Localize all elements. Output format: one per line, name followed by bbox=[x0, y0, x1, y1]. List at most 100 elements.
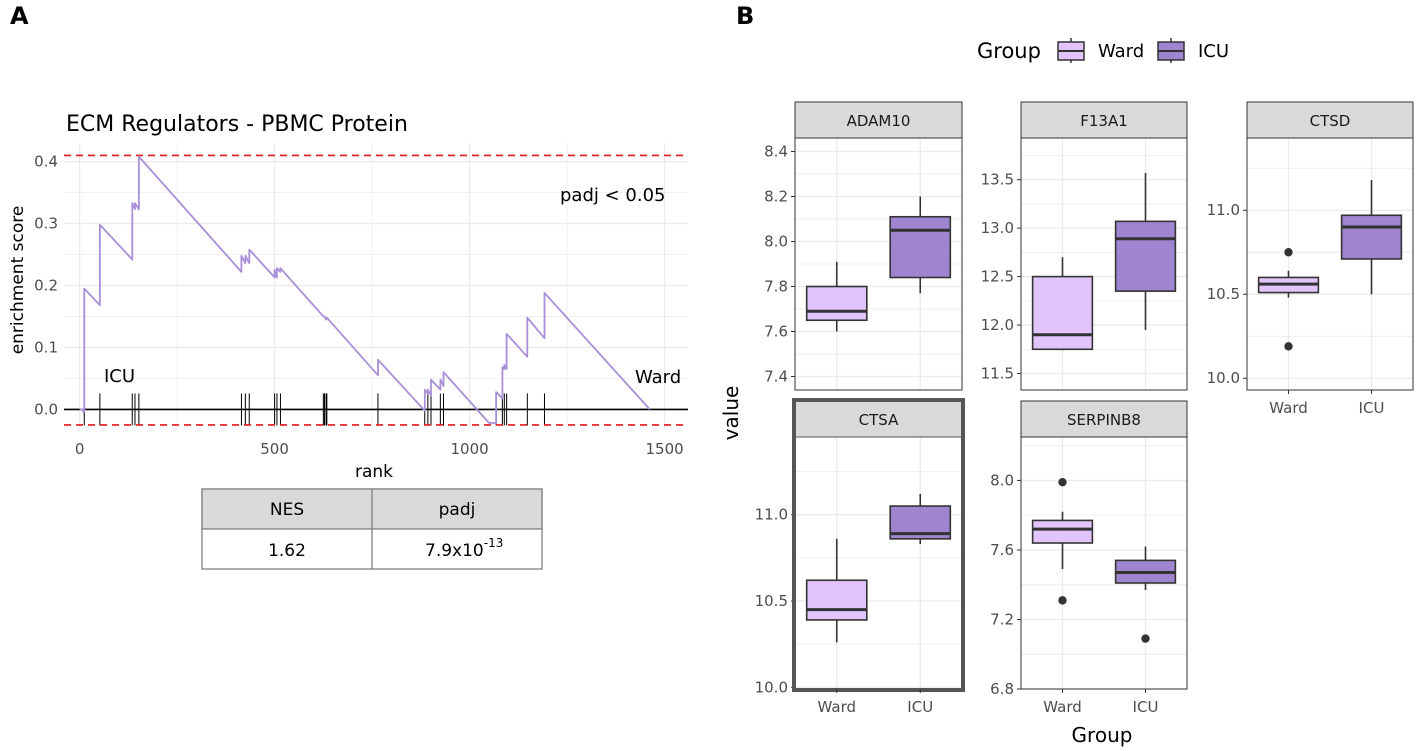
facet-strip bbox=[794, 400, 963, 438]
facet-y-tick-label: 10.5 bbox=[755, 592, 788, 610]
facet-border bbox=[1020, 436, 1188, 690]
facet-y-tick-label: 7.8 bbox=[764, 278, 788, 296]
boxplot-panel: Group Ward ICU ADAM10 7.4 7.6 7.8 8.0 8.2 8.4 F… bbox=[719, 38, 1414, 747]
facet-x-tick-label: ICU bbox=[907, 698, 933, 716]
box-icu bbox=[889, 196, 952, 294]
facet-y-tick-label: 10.5 bbox=[1207, 285, 1240, 303]
facet-y-tick-label: 8.0 bbox=[764, 233, 788, 251]
facet-background bbox=[795, 437, 962, 689]
facet-x-title: Group bbox=[1072, 723, 1133, 747]
gsea-x-tick-label: 1500 bbox=[646, 440, 684, 458]
box-icu bbox=[1340, 180, 1403, 295]
facet-strip-label: CTSD bbox=[1310, 112, 1351, 130]
facet-x-tick-label: Ward bbox=[1269, 399, 1308, 417]
iqr-box bbox=[805, 579, 868, 621]
stats-table: NES padj 1.62 7.9x10-13 bbox=[201, 488, 543, 570]
outlier-point bbox=[1141, 634, 1150, 643]
panel-b-label: B bbox=[736, 2, 754, 30]
facet-y-tick-label: 7.4 bbox=[764, 368, 788, 386]
iqr-box bbox=[1031, 519, 1094, 544]
facet-y-tick-label: 6.8 bbox=[990, 680, 1014, 698]
gsea-title: ECM Regulators - PBMC Protein bbox=[66, 112, 408, 137]
facet-y-tick-label: 8.4 bbox=[764, 143, 788, 161]
facet-ctsa: CTSA 10.0 10.5 11.0 Ward ICU bbox=[755, 398, 965, 716]
highlight-frame bbox=[792, 398, 965, 692]
legend-label-icu: ICU bbox=[1198, 41, 1229, 62]
facet-x-tick-label: ICU bbox=[1133, 698, 1159, 716]
outlier-point bbox=[1284, 342, 1293, 351]
panel-a-label: A bbox=[10, 2, 29, 30]
gsea-x-tick-label: 500 bbox=[260, 440, 289, 458]
facet-y-tick-label: 10.0 bbox=[755, 678, 788, 696]
facet-x-tick-label: Ward bbox=[1043, 698, 1082, 716]
box-ward bbox=[1031, 257, 1094, 351]
legend-label-ward: Ward bbox=[1098, 41, 1144, 62]
padj-base: 7.9x10 bbox=[425, 541, 484, 561]
table-header-nes: NES bbox=[270, 500, 304, 520]
padj-annotation: padj < 0.05 bbox=[560, 185, 666, 206]
facet-y-tick-label: 11.0 bbox=[755, 506, 788, 524]
facet-y-title: value bbox=[719, 386, 743, 441]
x-axis-title: rank bbox=[355, 462, 393, 482]
table-padj-value: 7.9x10-13 bbox=[425, 536, 503, 561]
facet-strip-label: CTSA bbox=[859, 411, 899, 429]
box-icu bbox=[889, 493, 952, 545]
facet-y-tick-label: 10.0 bbox=[1207, 369, 1240, 387]
icu-end-label: ICU bbox=[104, 366, 135, 387]
facet-y-tick-label: 13.5 bbox=[981, 171, 1014, 189]
facet-y-tick-label: 13.0 bbox=[981, 219, 1014, 237]
ward-end-label: Ward bbox=[635, 367, 681, 388]
table-header-padj: padj bbox=[439, 500, 476, 520]
iqr-box bbox=[1031, 275, 1094, 351]
facet-strip bbox=[1020, 101, 1188, 139]
facet-border bbox=[794, 137, 963, 391]
facet-strip-label: ADAM10 bbox=[847, 112, 911, 130]
gsea-panel: ECM Regulators - PBMC Protein 0.0 0.1 0.2 0… bbox=[8, 112, 688, 570]
iqr-box bbox=[805, 285, 868, 322]
box-icu bbox=[1114, 172, 1177, 330]
facet-border bbox=[1246, 137, 1414, 391]
box-ward bbox=[805, 261, 868, 332]
iqr-box bbox=[889, 215, 952, 279]
gsea-y-tick-label: 0.4 bbox=[34, 153, 58, 171]
iqr-box bbox=[1114, 220, 1177, 292]
box-ward bbox=[1257, 248, 1320, 351]
table-nes-value: 1.62 bbox=[268, 541, 306, 561]
facet-f13a1: F13A1 11.5 12.0 12.5 13.0 13.5 bbox=[981, 101, 1188, 391]
facet-plots: ADAM10 7.4 7.6 7.8 8.0 8.2 8.4 F13A1 11.5 12.0 12.… bbox=[755, 101, 1414, 716]
gsea-plot: 0.0 0.1 0.2 0.3 0.4 0 500 1000 1500 bbox=[34, 143, 688, 458]
legend: Group Ward ICU bbox=[977, 38, 1229, 63]
facet-strip bbox=[794, 101, 963, 139]
legend-title: Group bbox=[977, 39, 1041, 63]
facet-strip-label: F13A1 bbox=[1080, 112, 1128, 130]
facet-strip bbox=[1246, 101, 1414, 139]
facet-y-tick-label: 8.2 bbox=[764, 188, 788, 206]
box-icu bbox=[1114, 546, 1177, 643]
facet-border bbox=[1020, 137, 1188, 391]
facet-y-tick-label: 12.0 bbox=[981, 316, 1014, 334]
facet-y-tick-label: 7.2 bbox=[990, 610, 1014, 628]
box-ward bbox=[1031, 477, 1094, 605]
facet-strip-label: SERPINB8 bbox=[1067, 411, 1141, 429]
gsea-y-tick-label: 0.0 bbox=[34, 400, 58, 418]
legend-key-ward bbox=[1057, 38, 1085, 63]
facet-y-tick-label: 12.5 bbox=[981, 268, 1014, 286]
facet-adam10: ADAM10 7.4 7.6 7.8 8.0 8.2 8.4 bbox=[764, 101, 963, 391]
y-axis-title: enrichment score bbox=[8, 206, 28, 355]
gsea-x-tick-label: 1000 bbox=[451, 440, 489, 458]
facet-y-tick-label: 11.5 bbox=[981, 365, 1014, 383]
facet-y-tick-label: 7.6 bbox=[990, 541, 1014, 559]
facet-y-tick-label: 11.0 bbox=[1207, 201, 1240, 219]
outlier-point bbox=[1058, 477, 1067, 487]
legend-key-icu bbox=[1157, 38, 1185, 63]
facet-x-tick-label: Ward bbox=[818, 698, 857, 716]
facet-background bbox=[1247, 138, 1413, 390]
gsea-y-tick-label: 0.3 bbox=[34, 215, 58, 233]
facet-strip bbox=[1020, 400, 1188, 438]
facet-ctsd: CTSD 10.0 10.5 11.0 Ward ICU bbox=[1207, 101, 1414, 417]
gsea-y-tick-label: 0.1 bbox=[34, 338, 58, 356]
facet-y-tick-label: 7.6 bbox=[764, 323, 788, 341]
gsea-y-tick-label: 0.2 bbox=[34, 277, 58, 295]
outlier-point bbox=[1058, 596, 1067, 605]
